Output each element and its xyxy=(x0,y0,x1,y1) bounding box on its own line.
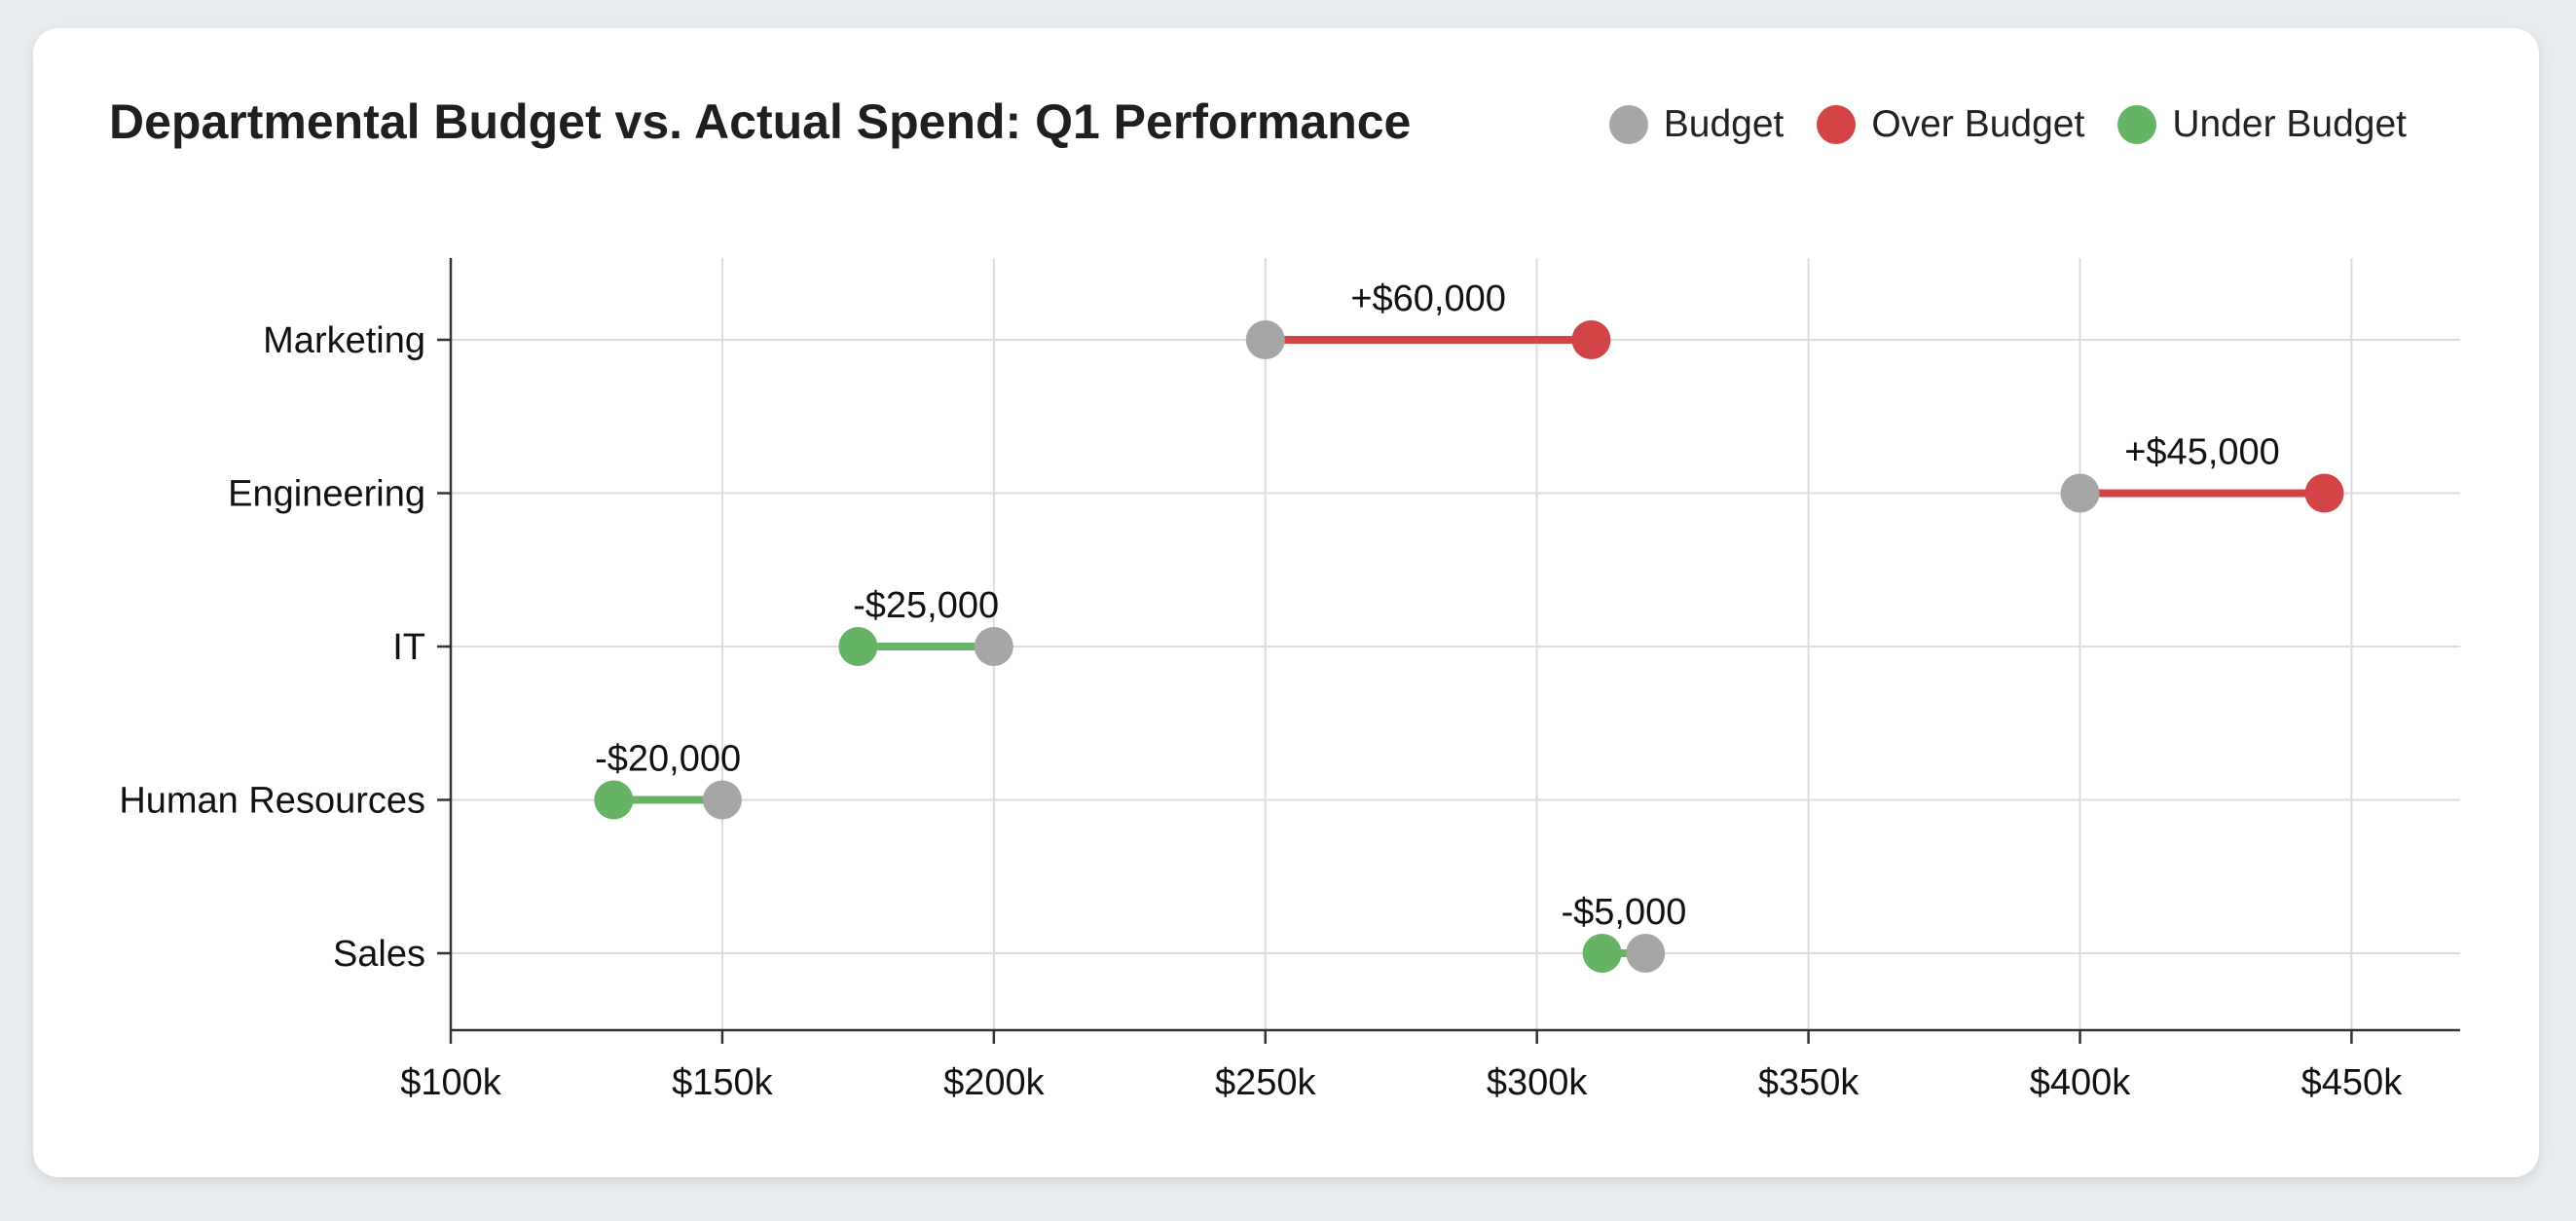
legend-under-budget-label: Under Budget xyxy=(2172,103,2407,145)
actual-point xyxy=(2304,473,2344,513)
variance-label: +$45,000 xyxy=(2124,432,2280,473)
x-tick-label: $300k xyxy=(1487,1062,1589,1103)
variance-label: -$20,000 xyxy=(595,739,741,780)
x-tick-label: $400k xyxy=(2030,1062,2132,1103)
x-tick-label: $100k xyxy=(400,1062,502,1103)
actual-point xyxy=(1571,320,1611,359)
budget-point xyxy=(1245,320,1285,359)
legend-item-over-budget: Over Budget xyxy=(1817,103,2084,146)
legend-under-budget-marker xyxy=(2117,105,2157,144)
chart-title: Departmental Budget vs. Actual Spend: Q1… xyxy=(109,94,1412,149)
x-tick-label: $350k xyxy=(1758,1062,1860,1103)
actual-point xyxy=(838,627,878,666)
variance-label: -$25,000 xyxy=(853,585,999,626)
actual-point xyxy=(1582,934,1622,973)
category-label: Human Resources xyxy=(119,781,425,822)
legend-over-budget-marker xyxy=(1817,105,1857,144)
budget-point xyxy=(974,627,1013,666)
variance-label: -$5,000 xyxy=(1561,892,1686,933)
x-tick-label: $250k xyxy=(1215,1062,1317,1103)
budget-point xyxy=(1626,934,1666,973)
budget-point xyxy=(702,780,742,820)
legend-over-budget-label: Over Budget xyxy=(1871,103,2085,145)
actual-point xyxy=(594,780,634,820)
x-tick-label: $200k xyxy=(943,1062,1046,1103)
budget-point xyxy=(2060,473,2100,513)
variance-label: +$60,000 xyxy=(1350,278,1506,319)
legend-budget-marker xyxy=(1608,105,1648,144)
x-tick-label: $450k xyxy=(2301,1062,2404,1103)
legend-budget-label: Budget xyxy=(1663,103,1785,145)
category-label: Sales xyxy=(333,934,425,975)
category-label: Engineering xyxy=(228,474,425,515)
legend-item-under-budget: Under Budget xyxy=(2117,103,2407,146)
category-label: Marketing xyxy=(263,320,425,361)
category-label: IT xyxy=(392,627,425,668)
chart-legend: Budget Over Budget Under Budget xyxy=(1608,103,2407,146)
legend-item-budget: Budget xyxy=(1608,103,1785,146)
x-tick-label: $150k xyxy=(672,1062,774,1103)
